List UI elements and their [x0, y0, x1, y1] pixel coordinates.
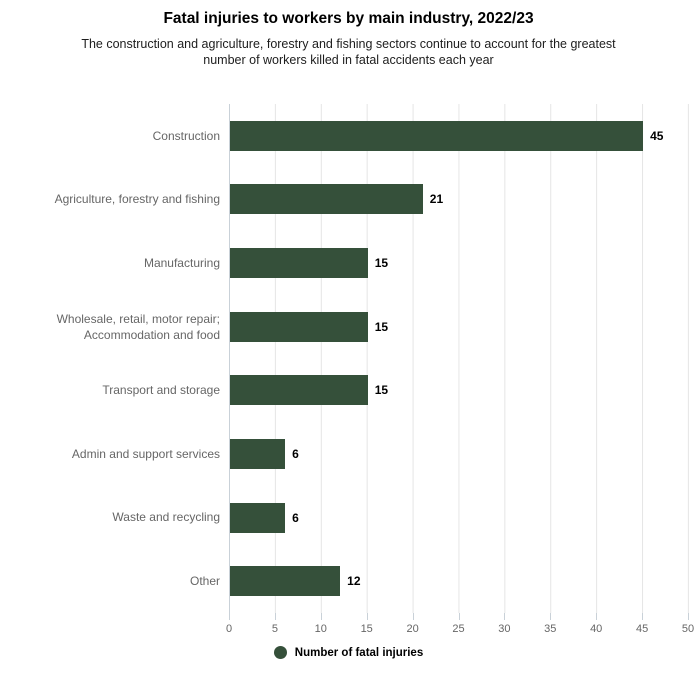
value-label: 15	[374, 319, 389, 334]
x-tick	[229, 613, 230, 620]
x-tick	[504, 613, 506, 620]
x-tick	[274, 613, 276, 620]
x-tick	[596, 613, 598, 620]
bar	[230, 566, 341, 597]
bar-row: Construction 45	[0, 104, 697, 168]
legend-marker-icon	[273, 646, 287, 659]
chart-subtitle: The construction and agriculture, forest…	[81, 37, 616, 67]
chart-title: Fatal injuries to workers by main indust…	[163, 10, 534, 27]
x-tick-label: 30	[498, 623, 511, 635]
category-label: Transport and storage	[102, 383, 220, 398]
plot-area: Construction 45 Agriculture, forestry and …	[0, 104, 697, 613]
bar-row: Other 12	[0, 549, 697, 613]
bar-row: Admin and support services 6	[0, 422, 697, 486]
bar	[230, 184, 423, 215]
bar	[230, 311, 368, 342]
x-tick-label: 45	[635, 623, 649, 635]
x-tick-label: 50	[681, 623, 695, 635]
x-tick	[320, 613, 322, 620]
bar-track: 6	[230, 438, 689, 469]
category-label: Admin and support services	[71, 446, 220, 461]
bar-track: 45	[230, 120, 689, 151]
x-tick	[688, 613, 689, 620]
bar	[230, 502, 286, 533]
category-label: Manufacturing	[143, 255, 220, 270]
x-tick	[412, 613, 414, 620]
x-tick-label: 25	[452, 623, 465, 635]
x-tick-label: 5	[271, 623, 278, 635]
bar-track: 12	[230, 566, 689, 597]
value-label: 21	[429, 192, 444, 207]
bar-row: Wholesale, retail, motor repair; Accommo…	[0, 295, 697, 359]
value-label: 15	[374, 383, 389, 398]
bar-row: Manufacturing 15	[0, 231, 697, 295]
bar-track: 15	[230, 248, 689, 279]
x-axis: 0 5 10 15 20 25 30 35 40 45 50	[226, 613, 697, 641]
bar-track: 15	[230, 375, 689, 406]
x-tick	[458, 613, 460, 620]
value-label: 6	[292, 446, 299, 461]
x-tick-label: 40	[590, 623, 603, 635]
category-label: Waste and recycling	[112, 510, 220, 525]
bar-track: 15	[230, 311, 689, 342]
bar-rows: Construction 45 Agriculture, forestry and …	[0, 104, 697, 613]
legend-label: Number of fatal injuries	[294, 646, 424, 659]
bar-track: 6	[230, 502, 689, 533]
value-label: 6	[292, 510, 299, 525]
x-tick	[550, 613, 552, 620]
bar	[230, 438, 286, 469]
bar-row: Agriculture, forestry and fishing 21	[0, 168, 697, 232]
bar-row: Waste and recycling 6	[0, 486, 697, 550]
category-label: Construction	[152, 128, 220, 143]
x-tick-label: 35	[544, 623, 557, 635]
bar-track: 21	[230, 184, 689, 215]
x-tick-label: 10	[314, 623, 327, 635]
category-label: Other	[189, 574, 220, 589]
value-label: 12	[347, 574, 361, 589]
value-label: 45	[650, 128, 664, 143]
bar	[230, 120, 644, 151]
category-label: Wholesale, retail, motor repair; Accommo…	[56, 311, 220, 342]
x-tick-label: 0	[225, 623, 233, 635]
bar	[230, 248, 368, 279]
x-tick-label: 15	[360, 623, 373, 635]
category-label: Agriculture, forestry and fishing	[54, 192, 220, 207]
x-tick	[642, 613, 644, 620]
value-label: 15	[374, 256, 389, 271]
bar-row: Transport and storage 15	[0, 359, 697, 423]
x-tick-label: 20	[406, 623, 419, 635]
x-tick	[366, 613, 368, 620]
bar	[230, 375, 368, 406]
legend-item[interactable]: Number of fatal injuries	[0, 646, 697, 659]
